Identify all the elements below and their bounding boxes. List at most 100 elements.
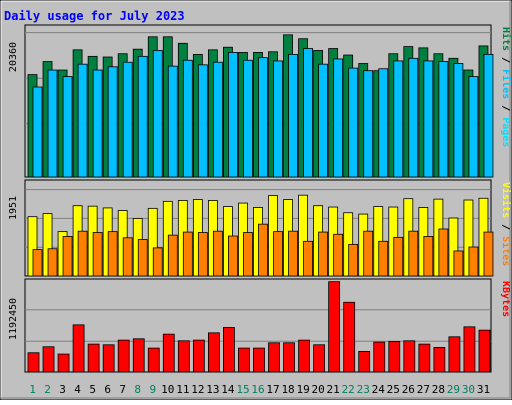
x-tick-day-14: 14 [221,383,235,396]
x-tick-day-12: 12 [191,383,204,396]
bar-files-day-4 [77,63,88,178]
bar-files-day-24 [378,68,389,178]
bar-files-day-6 [107,66,118,178]
x-tick-day-3: 3 [59,383,66,396]
bar-sites-day-25 [393,236,404,277]
bar-sites-day-20 [318,231,329,277]
bar-files-day-1 [32,86,43,178]
x-tick-day-6: 6 [104,383,111,396]
bar-kbytes-day-19 [298,339,310,373]
legend-item-files: Files [500,69,512,99]
legend-item-kbytes: KBytes [500,281,511,317]
bar-kbytes-day-8 [132,338,145,373]
bar-sites-day-1 [32,249,43,277]
bar-kbytes-day-15 [238,347,250,373]
legend-sep-hits-2: / [500,99,511,117]
bar-sites-day-7 [122,237,133,277]
x-tick-day-28: 28 [432,383,445,396]
bar-sites-day-13 [212,230,223,277]
x-tick-day-27: 27 [417,383,430,396]
bar-kbytes-day-27 [418,343,431,373]
legend-sep-hits-1: / [500,51,511,69]
bar-sites-day-6 [107,231,118,277]
x-tick-day-25: 25 [387,383,400,396]
bar-kbytes-day-7 [117,339,130,373]
bar-sites-day-16 [258,223,268,277]
bar-kbytes-day-16 [253,347,265,373]
x-tick-day-30: 30 [462,383,475,396]
bar-sites-day-14 [228,235,238,277]
bar-kbytes-day-3 [57,353,70,373]
bar-kbytes-day-21 [328,281,341,373]
bar-files-day-3 [62,76,73,178]
bar-files-day-8 [137,55,148,178]
bar-sites-day-4 [77,230,88,277]
bar-files-day-23 [363,70,374,178]
scale-label-kbytes: 1192450 [8,298,19,340]
x-tick-day-9: 9 [149,383,156,396]
bar-files-day-22 [348,67,359,178]
bar-files-day-5 [92,69,103,178]
bar-files-day-18 [288,53,298,178]
bar-files-day-7 [122,61,133,178]
legend-kbytes: KBytes [500,281,511,317]
x-tick-day-7: 7 [119,383,126,396]
bar-sites-day-15 [243,232,253,277]
bar-visits-day-30 [463,199,474,277]
x-tick-day-15: 15 [236,383,249,396]
bar-kbytes-day-11 [177,340,190,373]
bar-sites-day-27 [423,236,434,277]
bar-files-day-25 [393,60,404,178]
bar-sites-day-24 [378,240,389,277]
legend-item-hits: Hits [500,27,512,51]
bar-kbytes-day-22 [343,301,356,373]
bar-files-day-26 [408,57,419,178]
bar-kbytes-day-28 [433,347,446,373]
bar-files-day-17 [273,60,283,178]
x-tick-day-16: 16 [251,383,264,396]
bar-files-day-2 [47,69,58,178]
bar-kbytes-day-26 [403,340,416,373]
bar-sites-day-12 [197,232,208,277]
x-tick-day-17: 17 [266,383,279,396]
bar-sites-day-10 [167,234,178,277]
bar-kbytes-day-29 [448,336,461,373]
chart-title: Daily usage for July 2023 [4,9,185,23]
bar-files-day-12 [197,64,208,178]
bar-kbytes-day-31 [478,329,491,373]
bar-kbytes-day-25 [388,341,401,373]
bar-files-day-21 [333,58,344,178]
bar-files-day-13 [212,61,223,178]
bar-files-day-27 [423,60,434,178]
x-tick-day-24: 24 [372,383,386,396]
bar-visits-day-2 [42,213,53,277]
bar-kbytes-day-30 [463,326,476,373]
x-tick-day-8: 8 [134,383,141,396]
bar-files-day-11 [182,59,193,178]
bar-kbytes-day-5 [87,343,100,373]
panels-layer: 20360 Hits / Files / Pages 1951 Visits / Si… [8,24,512,373]
bar-kbytes-day-6 [102,344,115,373]
bar-sites-day-18 [288,230,298,277]
bar-kbytes-day-17 [268,342,280,373]
x-tick-day-4: 4 [74,383,81,396]
x-tick-day-1: 1 [29,383,36,396]
bar-visits-day-19 [298,194,308,277]
x-tick-day-29: 29 [447,383,460,396]
bar-kbytes-day-24 [373,341,386,373]
x-tick-day-13: 13 [206,383,219,396]
bar-sites-day-8 [137,239,148,277]
bar-files-day-15 [243,59,253,178]
x-tick-day-5: 5 [89,383,96,396]
x-tick-day-20: 20 [312,383,325,396]
x-tick-day-11: 11 [176,383,189,396]
bar-files-day-30 [468,76,479,178]
scale-label-hits: 20360 [8,42,19,72]
bar-kbytes-day-23 [358,351,371,373]
panel-hits: 20360 Hits / Files / Pages [8,24,512,178]
bar-kbytes-day-18 [283,342,295,373]
legend-hits: Hits / Files / Pages [500,27,512,147]
bar-files-day-9 [152,50,163,178]
